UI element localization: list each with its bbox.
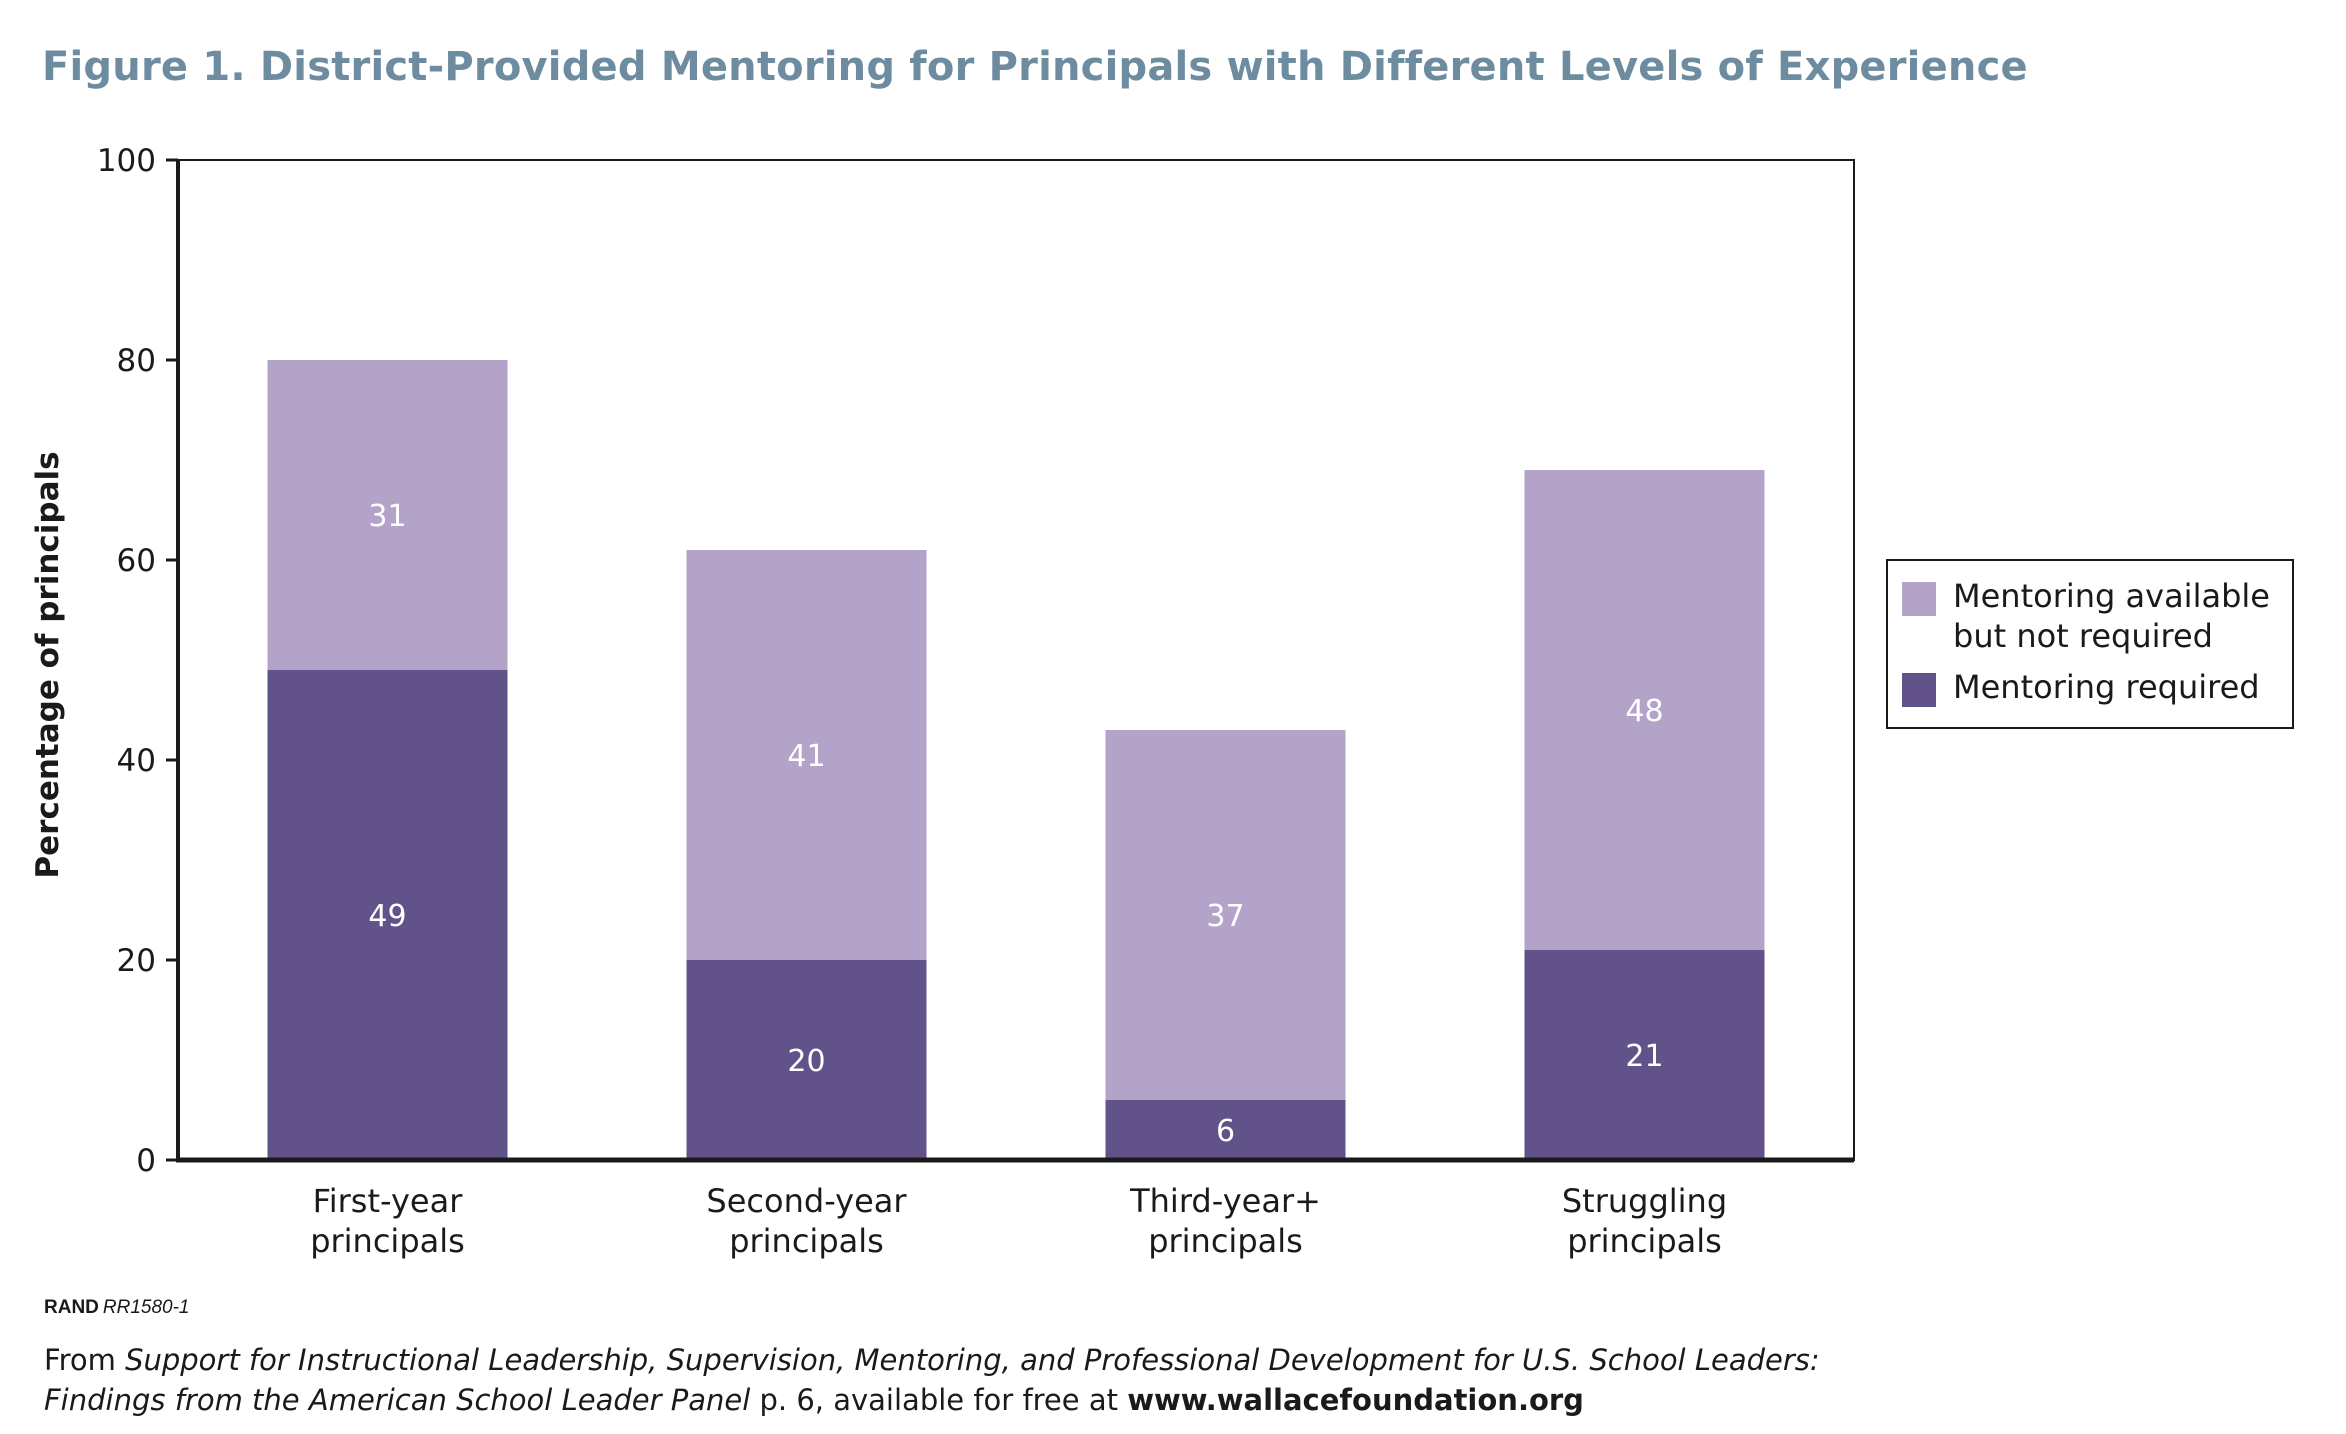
data-label: 37 (1206, 899, 1244, 934)
bar-required-1 (267, 670, 508, 1160)
y-tick-label: 20 (117, 943, 156, 979)
source-line-1: From Support for Instructional Leadershi… (44, 1340, 1820, 1380)
x-tick-labels-layer: First-year principals Second-year principal… (310, 1182, 1727, 1260)
source-note: From Support for Instructional Leadershi… (44, 1340, 1820, 1420)
bar-available-3 (1105, 730, 1346, 1100)
rand-brand: RAND (44, 1297, 99, 1318)
y-tick-label: 60 (117, 543, 156, 579)
legend-label: Mentoring required (1953, 668, 2260, 706)
x-tick-label: First-year principals (310, 1182, 465, 1260)
bar-required-3 (1105, 1100, 1346, 1160)
data-labels-layer: 49 31 20 41 6 37 21 48 (368, 499, 1663, 1149)
legend-swatch (1902, 582, 1936, 616)
x-tick-label: Struggling principals (1562, 1182, 1727, 1260)
source-page: p. 6, available for free at (750, 1383, 1128, 1417)
y-tick-label: 40 (117, 743, 156, 779)
x-tick-label: Second-year principals (706, 1182, 907, 1260)
y-tick-label: 0 (136, 1143, 156, 1179)
bar-required-4 (1524, 950, 1765, 1160)
data-label: 31 (368, 499, 406, 534)
data-label: 21 (1625, 1039, 1663, 1074)
legend-item-available: Mentoring available but not required (1902, 577, 2270, 655)
data-label: 6 (1216, 1114, 1235, 1149)
y-tick-label: 100 (97, 143, 156, 179)
bar-available-2 (686, 550, 927, 960)
legend-label: Mentoring available but not required (1953, 577, 2270, 655)
y-tick-label: 80 (117, 343, 156, 379)
data-label: 49 (368, 899, 406, 934)
figure-id: RAND RR1580-1 (44, 1297, 190, 1319)
legend: Mentoring available but not required Mento… (1886, 559, 2294, 729)
bar-available-1 (267, 360, 508, 670)
source-title-line1: Support for Instructional Leadership, Su… (125, 1343, 1820, 1377)
source-title-line2: Findings from the American School Leader… (44, 1383, 751, 1417)
source-url: www.wallacefoundation.org (1127, 1383, 1584, 1417)
data-label: 41 (787, 739, 825, 774)
legend-swatch (1902, 673, 1936, 707)
legend-item-required: Mentoring required (1902, 668, 2260, 707)
bar-required-2 (686, 960, 927, 1160)
rand-code: RR1580-1 (102, 1297, 190, 1318)
data-label: 48 (1625, 694, 1663, 729)
bars-layer (267, 360, 1765, 1160)
y-axis-title: Percentage of principals (30, 451, 66, 878)
x-tick-label: Third-year+ principals (1129, 1182, 1321, 1260)
y-ticks-layer: 0 20 40 60 80 100 (97, 143, 178, 1179)
data-label: 20 (787, 1044, 825, 1079)
chart-title: Figure 1. District-Provided Mentoring fo… (42, 44, 2028, 90)
legend-box (1886, 559, 2294, 729)
source-prefix: From (44, 1343, 126, 1377)
source-line-2: Findings from the American School Leader… (44, 1380, 1820, 1420)
bar-available-4 (1524, 470, 1765, 950)
